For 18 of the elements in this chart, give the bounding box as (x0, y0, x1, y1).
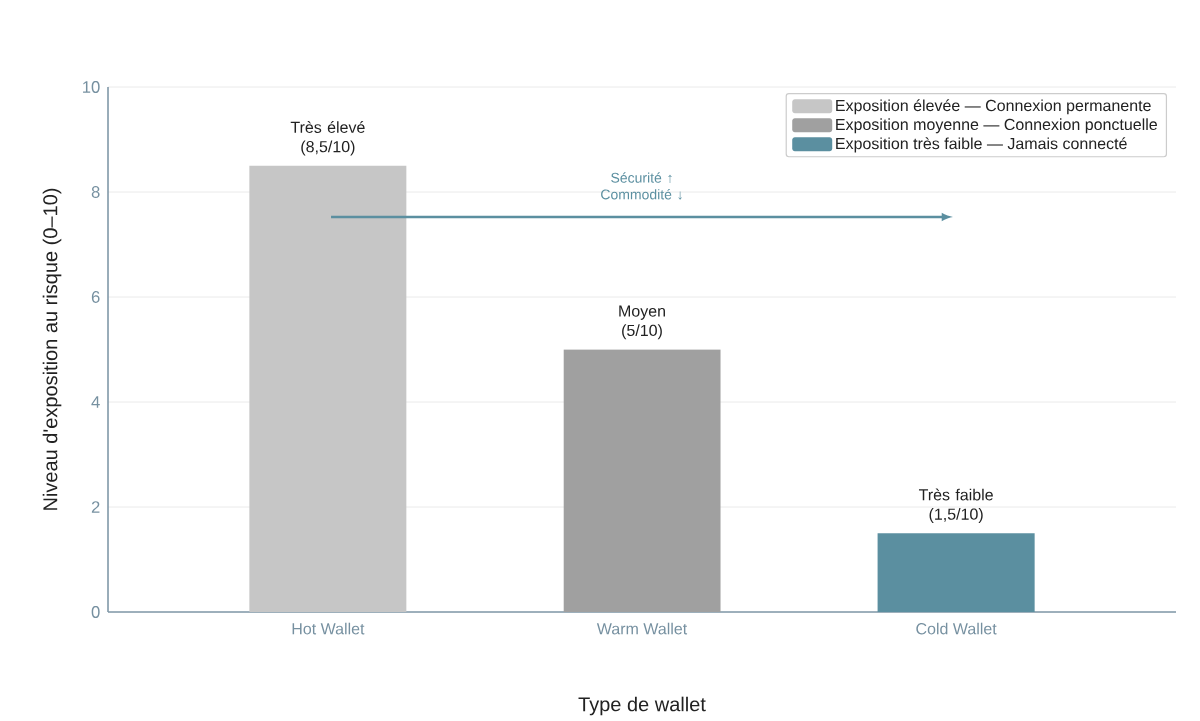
legend-label: Exposition très faible — Jamais connecté (836, 137, 1127, 153)
data-label: Très élevé (8,5/10) (290, 121, 365, 156)
x-axis-title: Type de wallet (578, 696, 706, 716)
y-tick-label: 2 (91, 501, 100, 513)
y-tick-label: 6 (91, 291, 100, 303)
x-tick-label: Hot Wallet (292, 622, 365, 635)
x-tick-label: Cold Wallet (916, 622, 997, 635)
y-tick-label: 0 (91, 606, 100, 618)
data-label: Moyen (5/10) (619, 305, 665, 340)
y-axis-title: Niveau d'exposition au risque (0–10) (42, 188, 62, 510)
annotation: Sécurité ↑ Commodité ↓ (601, 172, 682, 200)
legend-label: Exposition élevée — Connexion permanente (836, 99, 1151, 115)
y-tick-label: 10 (83, 81, 100, 93)
y-tick-label: 4 (91, 396, 100, 408)
y-tick-label: 8 (91, 186, 100, 198)
x-tick-label: Warm Wallet (596, 622, 688, 635)
legend-label: Exposition moyenne — Connexion ponctuelle (836, 118, 1157, 134)
data-label: Très faible (1,5/10) (918, 488, 993, 523)
